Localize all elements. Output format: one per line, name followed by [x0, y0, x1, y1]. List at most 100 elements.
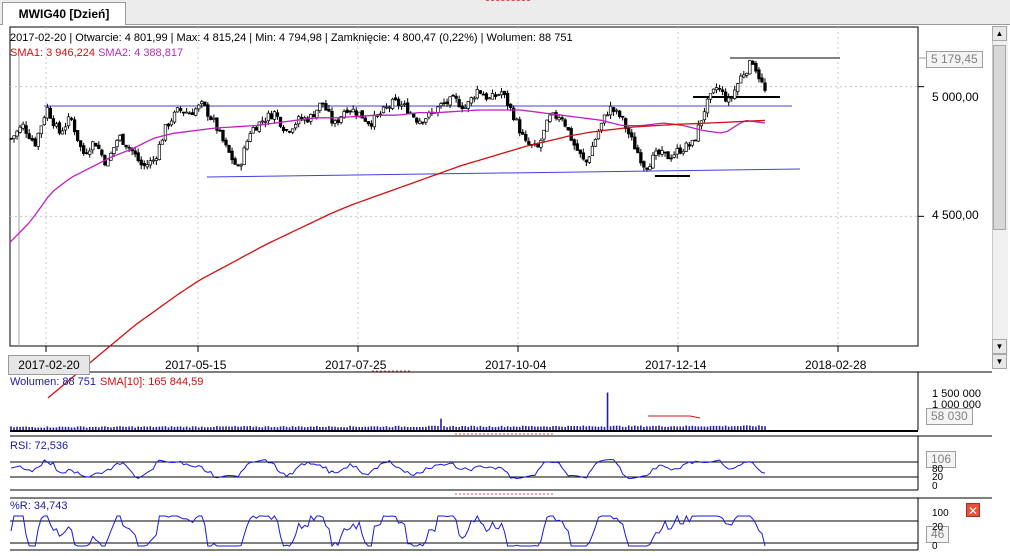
candle-body: [175, 107, 180, 113]
candle-body: [215, 117, 219, 131]
candle-body: [151, 159, 155, 162]
candle-body: [75, 130, 80, 141]
x-tick-first: 2017-02-20: [8, 355, 90, 375]
scroll-thumb[interactable]: [993, 45, 1006, 230]
sma-long-line: [47, 119, 766, 399]
candle-body: [590, 145, 595, 157]
candle-body: [439, 103, 443, 107]
candle-body: [763, 82, 767, 91]
candle-body: [387, 106, 392, 109]
candle-body: [136, 152, 140, 162]
candle-body: [88, 150, 92, 155]
main-plot-frame: [9, 26, 919, 347]
candle-body: [448, 96, 452, 106]
candle-body: [418, 120, 422, 124]
candle-body: [260, 120, 264, 123]
candle-body: [457, 98, 461, 108]
candle-body: [412, 113, 416, 118]
x-tick-4: 2017-10-04: [485, 358, 547, 372]
candle-body: [693, 139, 698, 142]
candle-body: [33, 138, 37, 147]
candle-body: [472, 97, 476, 100]
candle-body: [42, 117, 46, 125]
sma2-label: SMA2: 4 388,817: [98, 47, 184, 59]
candle-body: [139, 159, 143, 166]
candle-body: [403, 103, 407, 106]
candle-body: [275, 112, 280, 117]
close-panel-icon[interactable]: ✕: [966, 503, 980, 518]
candle-body: [454, 95, 458, 99]
tab-mwig40[interactable]: MWIG40 [Dzień]: [2, 2, 126, 25]
candle-body: [669, 157, 673, 160]
volume-current-label: 58 030: [926, 408, 973, 425]
candle-body: [315, 109, 319, 118]
volume-title: Wolumen: 88 751: [10, 376, 97, 388]
candle-body: [575, 143, 579, 151]
scroll-up-button[interactable]: ▲: [992, 26, 1007, 41]
candle-body: [406, 102, 410, 114]
candle-body: [121, 133, 125, 145]
candle-body: [557, 117, 561, 121]
candle-body: [512, 107, 516, 120]
candle-body: [717, 88, 722, 90]
candle-body: [705, 98, 710, 114]
candle-body: [287, 130, 292, 133]
candle-body: [339, 116, 343, 123]
candle-body: [163, 124, 168, 141]
candle-body: [372, 114, 377, 128]
candle-body: [596, 131, 601, 140]
candle-body: [248, 133, 252, 142]
candle-body: [381, 106, 386, 114]
candle-body: [290, 128, 295, 133]
candle-body: [48, 107, 53, 119]
sma-legend: SMA1: 3 946,224 SMA2: 4 388,817: [10, 47, 183, 59]
candle-body: [536, 144, 540, 148]
candle-body: [554, 112, 558, 119]
candle-body: [281, 126, 286, 132]
candle-body: [36, 132, 40, 147]
ohlc-info: 2017-02-20 | Otwarcie: 4 801,99 | Max: 4…: [10, 32, 573, 44]
rsi-tick-0: 0: [932, 481, 938, 492]
candle-body: [696, 124, 701, 142]
x-tick-2: 2017-05-15: [165, 358, 227, 372]
volume-tick-1500000: 1 500 000: [932, 388, 981, 400]
trendlines[interactable]: [44, 57, 840, 178]
candle-body: [160, 139, 165, 145]
candle-body: [515, 118, 519, 121]
candle-body: [636, 147, 640, 154]
rsi-line: [10, 458, 766, 480]
scroll-down-small-button[interactable]: ▼: [992, 354, 1007, 369]
candle-body: [681, 150, 685, 154]
candle-body: [645, 167, 649, 170]
candle-body: [284, 128, 289, 131]
candle-body: [133, 150, 137, 155]
volume-sma-label: SMA[10]: 165 844,59: [100, 376, 204, 388]
candle-body: [118, 134, 122, 141]
candle-body: [272, 111, 277, 120]
wr-line: [10, 514, 766, 548]
candle-body: [318, 102, 322, 112]
candle-body: [605, 114, 610, 117]
candle-body: [203, 101, 207, 106]
candle-body: [82, 145, 86, 154]
candle-body: [466, 101, 470, 109]
candle-body: [760, 77, 764, 83]
candle-body: [21, 123, 25, 129]
candle-body: [178, 108, 183, 111]
candle-body: [145, 164, 149, 168]
candle-body: [624, 118, 628, 129]
candle-body: [527, 141, 531, 145]
candle-body: [66, 116, 71, 127]
candle-body: [720, 89, 725, 92]
rsi-current-label: 106: [926, 451, 957, 468]
scroll-down-button[interactable]: ▼: [992, 339, 1007, 354]
rsi-tick-80: 80: [932, 464, 944, 475]
rsi-tick-20: 20: [932, 472, 944, 483]
candle-body: [608, 105, 613, 116]
candle-body: [690, 139, 694, 146]
candle-body: [384, 106, 389, 109]
candle-body: [172, 111, 177, 123]
candle-body: [236, 164, 240, 167]
candle-body: [321, 102, 325, 105]
